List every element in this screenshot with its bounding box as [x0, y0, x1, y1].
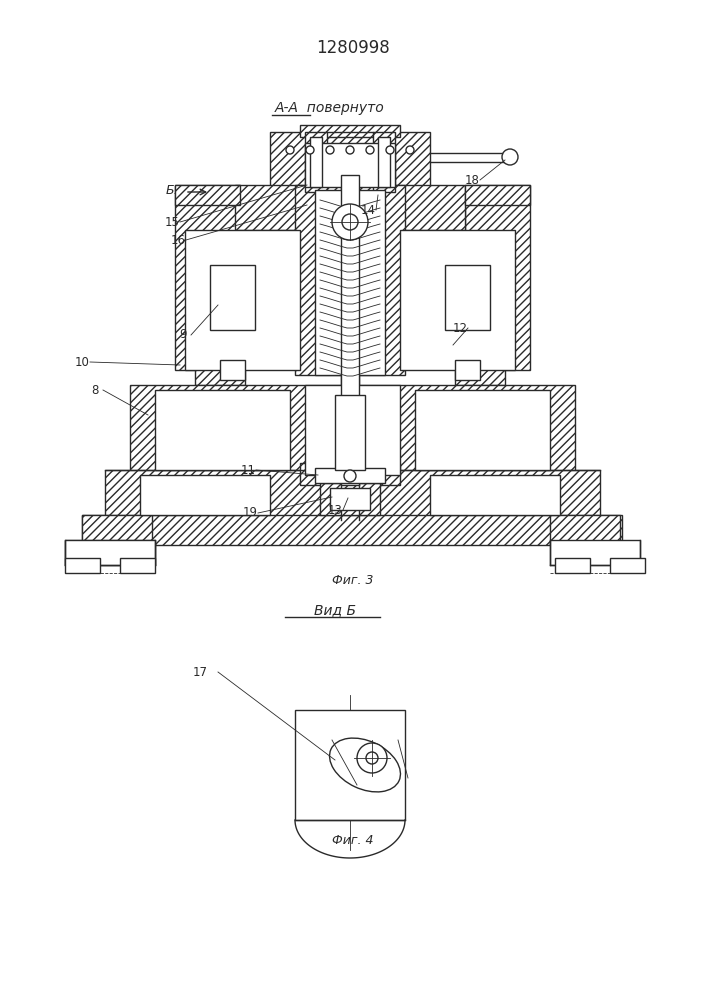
Bar [305, 132, 327, 192]
Bar [65, 558, 100, 573]
Bar [130, 385, 575, 475]
Circle shape [502, 149, 518, 165]
Text: 1280998: 1280998 [316, 39, 390, 57]
Bar [432, 250, 502, 345]
Bar [465, 185, 530, 370]
Text: Б.: Б. [165, 184, 178, 196]
Bar [295, 185, 405, 375]
Bar [270, 132, 430, 187]
Bar [320, 483, 380, 515]
Bar [555, 558, 590, 573]
Bar [140, 475, 270, 515]
Bar [415, 390, 550, 470]
Text: 12: 12 [452, 322, 467, 334]
Bar [175, 185, 240, 205]
Bar [550, 540, 640, 565]
Text: A-A  повернуто: A-A повернуто [275, 101, 385, 115]
Circle shape [342, 214, 358, 230]
Bar [445, 265, 490, 330]
Bar [210, 265, 255, 330]
Bar [155, 390, 290, 470]
Text: Вид Б: Вид Б [314, 603, 356, 617]
Bar [330, 488, 370, 510]
Text: 10: 10 [74, 356, 90, 368]
Bar [195, 355, 245, 385]
Text: 13: 13 [327, 504, 342, 516]
Text: Фиг. 3: Фиг. 3 [332, 574, 374, 586]
Circle shape [286, 146, 294, 154]
Bar [82, 515, 152, 545]
Circle shape [386, 146, 394, 154]
Text: 19: 19 [243, 506, 257, 520]
Bar [300, 463, 400, 485]
Circle shape [332, 204, 368, 240]
Bar [185, 230, 300, 370]
Text: 17: 17 [192, 666, 207, 678]
Bar [315, 468, 385, 483]
Bar [105, 470, 600, 520]
Bar [550, 515, 620, 545]
Bar [120, 558, 155, 573]
Ellipse shape [329, 738, 400, 792]
Bar [220, 360, 245, 380]
Bar [455, 360, 480, 380]
Circle shape [306, 146, 314, 154]
Bar [310, 137, 322, 187]
Text: 9: 9 [180, 328, 187, 342]
Circle shape [366, 752, 378, 764]
Bar [378, 137, 390, 187]
Bar [65, 540, 155, 565]
Bar [373, 132, 395, 192]
Bar [65, 540, 155, 565]
Circle shape [366, 146, 374, 154]
Text: 8: 8 [91, 383, 99, 396]
Bar [82, 515, 622, 545]
Circle shape [346, 146, 354, 154]
Bar [335, 395, 365, 470]
Text: 16: 16 [170, 233, 185, 246]
Circle shape [357, 743, 387, 773]
Circle shape [406, 146, 414, 154]
Bar [198, 250, 268, 345]
Bar [300, 125, 400, 137]
Bar [175, 185, 240, 370]
Circle shape [326, 146, 334, 154]
Bar [430, 475, 560, 515]
Text: 11: 11 [240, 464, 255, 477]
Bar [305, 143, 395, 187]
Text: Фиг. 4: Фиг. 4 [332, 834, 374, 846]
Bar [295, 710, 405, 820]
Bar [315, 190, 385, 375]
Bar [455, 355, 505, 385]
Circle shape [344, 470, 356, 482]
Bar [341, 175, 359, 485]
Text: 14: 14 [361, 204, 375, 217]
Bar [400, 230, 515, 370]
Bar [610, 558, 645, 573]
Bar [465, 185, 530, 205]
Bar [305, 385, 400, 475]
Text: 15: 15 [165, 216, 180, 229]
Bar [320, 390, 385, 470]
Text: 18: 18 [464, 174, 479, 186]
Bar [235, 185, 465, 230]
